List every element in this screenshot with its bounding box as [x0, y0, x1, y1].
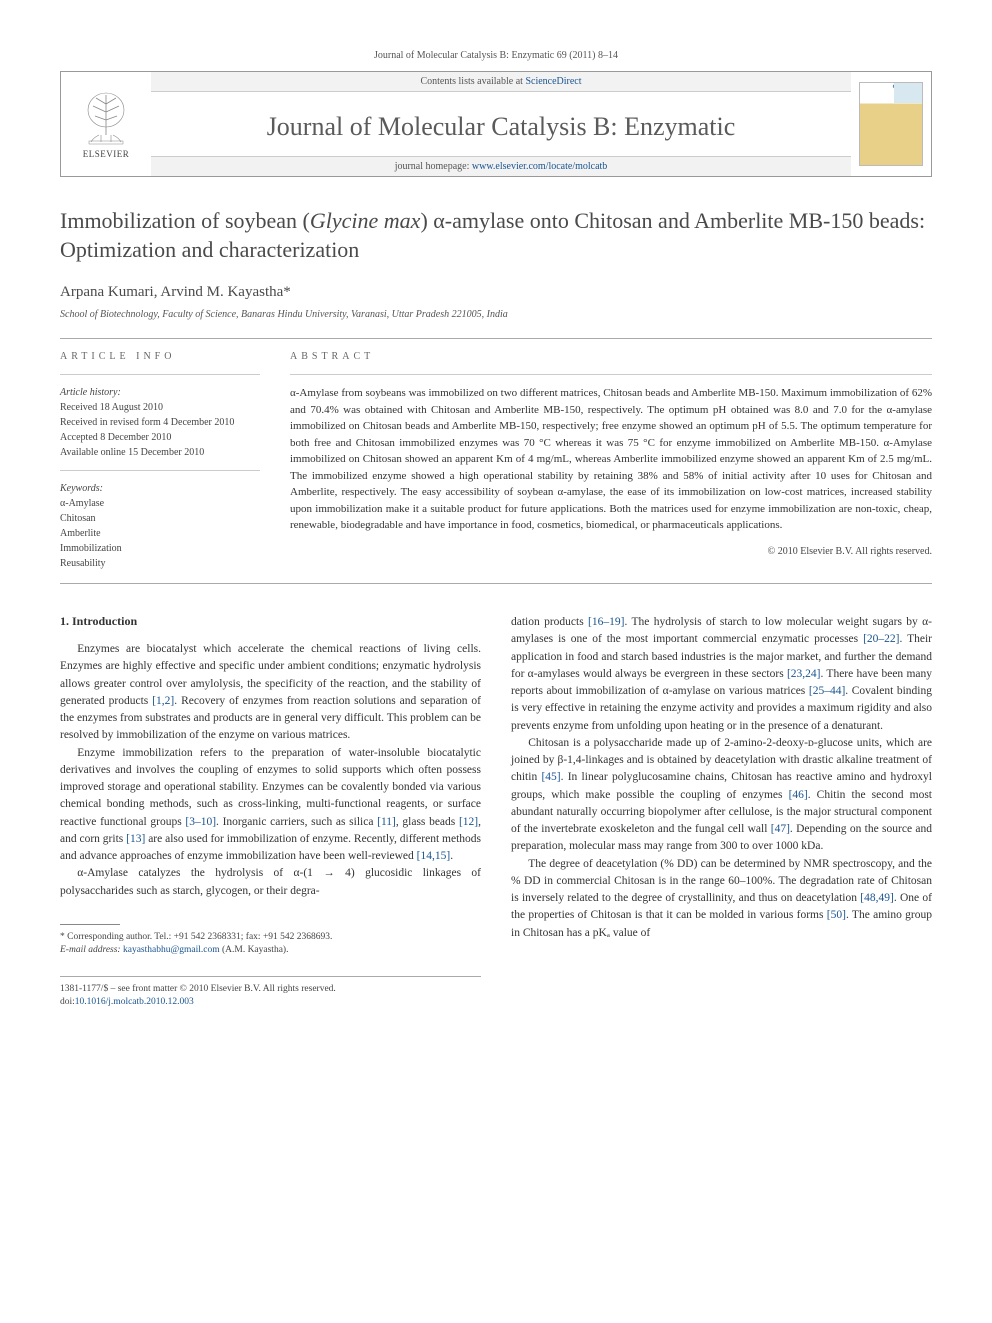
- bottom-meta: 1381-1177/$ – see front matter © 2010 El…: [60, 976, 481, 1010]
- history-line: Received in revised form 4 December 2010: [60, 415, 260, 430]
- keyword: Reusability: [60, 556, 260, 571]
- issn-line: 1381-1177/$ – see front matter © 2010 El…: [60, 983, 481, 996]
- email-link[interactable]: kayasthabhu@gmail.com: [123, 945, 220, 955]
- body-paragraph: Enzyme immobilization refers to the prep…: [60, 745, 481, 866]
- keywords-block: Keywords: α-Amylase Chitosan Amberlite I…: [60, 481, 260, 571]
- publisher-name: ELSEVIER: [83, 149, 130, 159]
- history-line: Available online 15 December 2010: [60, 445, 260, 460]
- info-divider: [60, 470, 260, 471]
- history-line: Received 18 August 2010: [60, 400, 260, 415]
- keyword: Chitosan: [60, 511, 260, 526]
- affiliation: School of Biotechnology, Faculty of Scie…: [60, 309, 932, 320]
- elsevier-tree-icon: [81, 90, 131, 145]
- doi-line: doi:10.1016/j.molcatb.2010.12.003: [60, 996, 481, 1009]
- keyword: Immobilization: [60, 541, 260, 556]
- sciencedirect-link[interactable]: ScienceDirect: [525, 76, 581, 87]
- body-paragraph: The degree of deacetylation (% DD) can b…: [511, 856, 932, 942]
- footnote-rule: [60, 924, 120, 925]
- article-info-col: ARTICLE INFO Article history: Received 1…: [60, 351, 260, 571]
- corr-tel-fax: * Corresponding author. Tel.: +91 542 23…: [60, 931, 481, 944]
- divider: [60, 338, 932, 339]
- info-divider: [60, 374, 260, 375]
- homepage-link[interactable]: www.elsevier.com/locate/molcatb: [472, 161, 607, 172]
- divider: [60, 583, 932, 584]
- article-history: Article history: Received 18 August 2010…: [60, 385, 260, 460]
- article-info-label: ARTICLE INFO: [60, 351, 260, 362]
- keyword: Amberlite: [60, 526, 260, 541]
- citation-text: Journal of Molecular Catalysis B: Enzyma…: [374, 50, 618, 61]
- contents-available: Contents lists available at ScienceDirec…: [151, 72, 851, 92]
- body-col-right: dation products [16–19]. The hydrolysis …: [511, 614, 932, 1009]
- keyword: α-Amylase: [60, 496, 260, 511]
- page: Journal of Molecular Catalysis B: Enzyma…: [0, 0, 992, 1049]
- abstract-label: ABSTRACT: [290, 351, 932, 362]
- abstract-col: ABSTRACT α-Amylase from soybeans was imm…: [290, 351, 932, 571]
- info-abstract-row: ARTICLE INFO Article history: Received 1…: [60, 351, 932, 571]
- cover-image: [859, 82, 923, 166]
- abstract-divider: [290, 374, 932, 375]
- journal-header: ELSEVIER Contents lists available at Sci…: [60, 71, 932, 177]
- journal-homepage: journal homepage: www.elsevier.com/locat…: [151, 156, 851, 176]
- journal-cover-thumb: [851, 72, 931, 176]
- abstract-copyright: © 2010 Elsevier B.V. All rights reserved…: [290, 546, 932, 557]
- abstract-text: α-Amylase from soybeans was immobilized …: [290, 385, 932, 534]
- header-center: Contents lists available at ScienceDirec…: [151, 72, 851, 176]
- article-title: Immobilization of soybean (Glycine max) …: [60, 207, 932, 264]
- running-head: Journal of Molecular Catalysis B: Enzyma…: [60, 50, 932, 61]
- history-heading: Article history:: [60, 385, 260, 400]
- authors: Arpana Kumari, Arvind M. Kayastha*: [60, 284, 932, 301]
- body-paragraph: α-Amylase catalyzes the hydrolysis of α-…: [60, 865, 481, 900]
- body-columns: 1. Introduction Enzymes are biocatalyst …: [60, 614, 932, 1009]
- body-paragraph: Chitosan is a polysaccharide made up of …: [511, 735, 932, 856]
- history-line: Accepted 8 December 2010: [60, 430, 260, 445]
- publisher-logo: ELSEVIER: [61, 72, 151, 176]
- section-heading: 1. Introduction: [60, 614, 481, 629]
- doi-link[interactable]: 10.1016/j.molcatb.2010.12.003: [75, 997, 194, 1007]
- journal-name: Journal of Molecular Catalysis B: Enzyma…: [161, 112, 841, 142]
- corr-email-line: E-mail address: kayasthabhu@gmail.com (A…: [60, 944, 481, 957]
- body-paragraph: Enzymes are biocatalyst which accelerate…: [60, 641, 481, 745]
- body-paragraph: dation products [16–19]. The hydrolysis …: [511, 614, 932, 735]
- body-col-left: 1. Introduction Enzymes are biocatalyst …: [60, 614, 481, 1009]
- keywords-heading: Keywords:: [60, 481, 260, 496]
- corresponding-footnote: * Corresponding author. Tel.: +91 542 23…: [60, 931, 481, 958]
